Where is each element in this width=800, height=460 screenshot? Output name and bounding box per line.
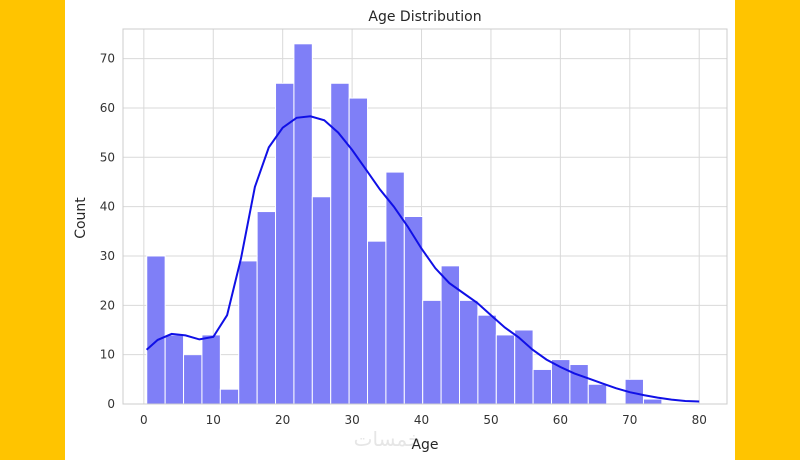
histogram-bar xyxy=(311,196,332,405)
histogram-bar xyxy=(477,314,497,405)
watermark: خمسات xyxy=(354,427,421,451)
y-tick-label: 50 xyxy=(100,150,115,164)
histogram-bar xyxy=(367,240,387,405)
histogram-bar xyxy=(330,82,350,405)
histogram-bar xyxy=(238,260,258,405)
histogram-bar xyxy=(440,265,461,405)
y-tick-labels: 0 10 20 30 40 50 60 70 xyxy=(100,52,115,411)
x-tick-label: 0 xyxy=(140,413,148,427)
histogram-bar xyxy=(422,299,442,405)
plot-border xyxy=(122,28,728,405)
histogram-bars xyxy=(146,43,663,405)
plot-frame xyxy=(122,28,728,405)
histogram-bar xyxy=(219,388,240,405)
y-tick-label: 10 xyxy=(100,348,115,362)
x-tick-label: 60 xyxy=(553,413,568,427)
y-tick-label: 70 xyxy=(100,52,115,66)
grid-lines xyxy=(123,29,727,405)
histogram-bar xyxy=(146,255,166,405)
histogram-bar xyxy=(164,334,185,405)
histogram-bar xyxy=(495,334,516,405)
y-tick-label: 30 xyxy=(100,249,115,263)
histogram-bar xyxy=(532,368,552,405)
histogram-bar xyxy=(201,334,221,405)
y-tick-label: 60 xyxy=(100,101,115,115)
y-tick-label: 20 xyxy=(100,298,115,312)
histogram-bar xyxy=(459,299,479,405)
kde-curve xyxy=(145,115,700,403)
histogram-chart: Age Distribution 0 10 20 30 40 50 60 70 80 0 10 20… xyxy=(73,9,728,453)
chart-title: Age Distribution xyxy=(368,9,481,25)
x-tick-label: 20 xyxy=(275,413,290,427)
y-tick-label: 0 xyxy=(107,397,115,411)
y-tick-label: 40 xyxy=(100,200,115,214)
x-axis-label: Age xyxy=(411,437,438,453)
x-tick-label: 10 xyxy=(206,413,221,427)
x-tick-labels: 0 10 20 30 40 50 60 70 80 xyxy=(140,413,707,427)
chart-panel: Age Distribution 0 10 20 30 40 50 60 70 80 0 10 20… xyxy=(65,0,735,460)
histogram-bar xyxy=(587,383,608,405)
histogram-bar xyxy=(293,43,313,405)
x-tick-label: 50 xyxy=(483,413,498,427)
histogram-bar xyxy=(348,97,369,405)
x-tick-label: 80 xyxy=(692,413,707,427)
y-axis-label: Count xyxy=(73,197,89,239)
x-tick-label: 40 xyxy=(414,413,429,427)
histogram-bar xyxy=(642,398,663,405)
x-tick-label: 70 xyxy=(622,413,637,427)
histogram-bar xyxy=(275,82,295,405)
histogram-bar xyxy=(183,354,203,405)
histogram-bar xyxy=(569,364,589,405)
x-tick-label: 30 xyxy=(344,413,359,427)
histogram-bar xyxy=(256,211,277,405)
